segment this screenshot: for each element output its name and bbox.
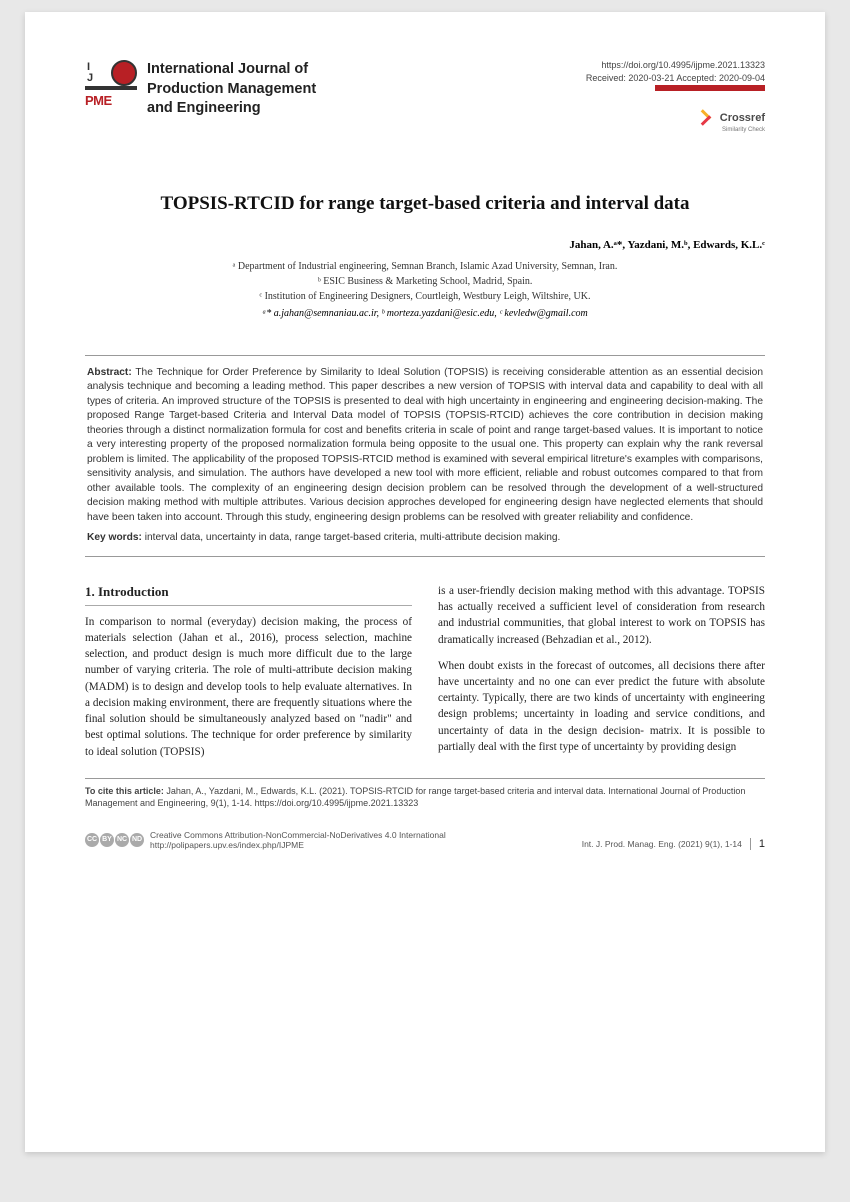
affiliation-2: ᵇ ESIC Business & Marketing School, Madr… xyxy=(85,276,765,287)
abstract-paragraph: Abstract: The Technique for Order Prefer… xyxy=(87,366,763,525)
abstract-label: Abstract: xyxy=(87,367,132,378)
abstract-text: The Technique for Order Preference by Si… xyxy=(87,367,763,523)
received-dates: Received: 2020-03-21 Accepted: 2020-09-0… xyxy=(586,73,765,83)
section-1-heading: 1. Introduction xyxy=(85,583,412,606)
journal-block: I J PME International Journal of Product… xyxy=(85,60,316,119)
keywords-line: Key words: interval data, uncertainty in… xyxy=(87,531,763,545)
crossref-icon xyxy=(698,109,716,127)
license-text: Creative Commons Attribution-NonCommerci… xyxy=(150,830,446,840)
intro-paragraph-1: In comparison to normal (everyday) decis… xyxy=(85,614,412,760)
footer-right: Int. J. Prod. Manag. Eng. (2021) 9(1), 1… xyxy=(582,838,765,850)
authors-line: Jahan, A.ᵃ*, Yazdani, M.ᵇ, Edwards, K.L.… xyxy=(85,239,765,251)
abstract-box: Abstract: The Technique for Order Prefer… xyxy=(85,355,765,557)
keywords-text: interval data, uncertainty in data, rang… xyxy=(142,532,560,543)
citation-box: To cite this article: Jahan, A., Yazdani… xyxy=(85,778,765,810)
crossref-badge: Crossref Similarity Check xyxy=(586,109,765,133)
journal-logo: I J PME xyxy=(85,60,137,112)
article-title: TOPSIS-RTCID for range target-based crit… xyxy=(85,193,765,215)
citation-label: To cite this article: xyxy=(85,786,164,796)
journal-name-line2: Production Management xyxy=(147,80,316,100)
affiliation-1: ᵃ Department of Industrial engineering, … xyxy=(85,261,765,272)
author-emails[interactable]: ᵃ* a.jahan@semnaniau.ac.ir, ᵇ morteza.ya… xyxy=(85,308,765,319)
crossref-sublabel: Similarity Check xyxy=(722,127,765,133)
logo-letter-j: J xyxy=(87,73,93,84)
footer-left: CC BY NC ND Creative Commons Attribution… xyxy=(85,830,446,850)
doi-link[interactable]: https://doi.org/10.4995/ijpme.2021.13323 xyxy=(586,60,765,70)
logo-dot-icon xyxy=(111,60,137,86)
citation-short: Int. J. Prod. Manag. Eng. (2021) 9(1), 1… xyxy=(582,839,742,849)
citation-text: Jahan, A., Yazdani, M., Edwards, K.L. (2… xyxy=(85,786,745,809)
page-footer: CC BY NC ND Creative Commons Attribution… xyxy=(85,830,765,850)
accent-bar xyxy=(655,85,765,91)
column-right: is a user-friendly decision making metho… xyxy=(438,583,765,760)
page-number: 1 xyxy=(750,838,765,850)
keywords-label: Key words: xyxy=(87,532,142,543)
cc-badge-icon: CC BY NC ND xyxy=(85,833,144,847)
intro-paragraph-3: When doubt exists in the forecast of out… xyxy=(438,658,765,755)
logo-pme: PME xyxy=(85,93,112,108)
meta-block: https://doi.org/10.4995/ijpme.2021.13323… xyxy=(586,60,765,133)
column-left: 1. Introduction In comparison to normal … xyxy=(85,583,412,760)
body-columns: 1. Introduction In comparison to normal … xyxy=(85,583,765,760)
journal-name: International Journal of Production Mana… xyxy=(147,60,316,119)
intro-paragraph-2: is a user-friendly decision making metho… xyxy=(438,583,765,648)
journal-name-line3: and Engineering xyxy=(147,99,316,119)
page: I J PME International Journal of Product… xyxy=(25,12,825,1152)
journal-name-line1: International Journal of xyxy=(147,60,316,80)
header: I J PME International Journal of Product… xyxy=(85,60,765,133)
crossref-label: Crossref xyxy=(720,112,765,124)
journal-url[interactable]: http://polipapers.upv.es/index.php/IJPME xyxy=(150,840,446,850)
affiliation-3: ᶜ Institution of Engineering Designers, … xyxy=(85,291,765,302)
